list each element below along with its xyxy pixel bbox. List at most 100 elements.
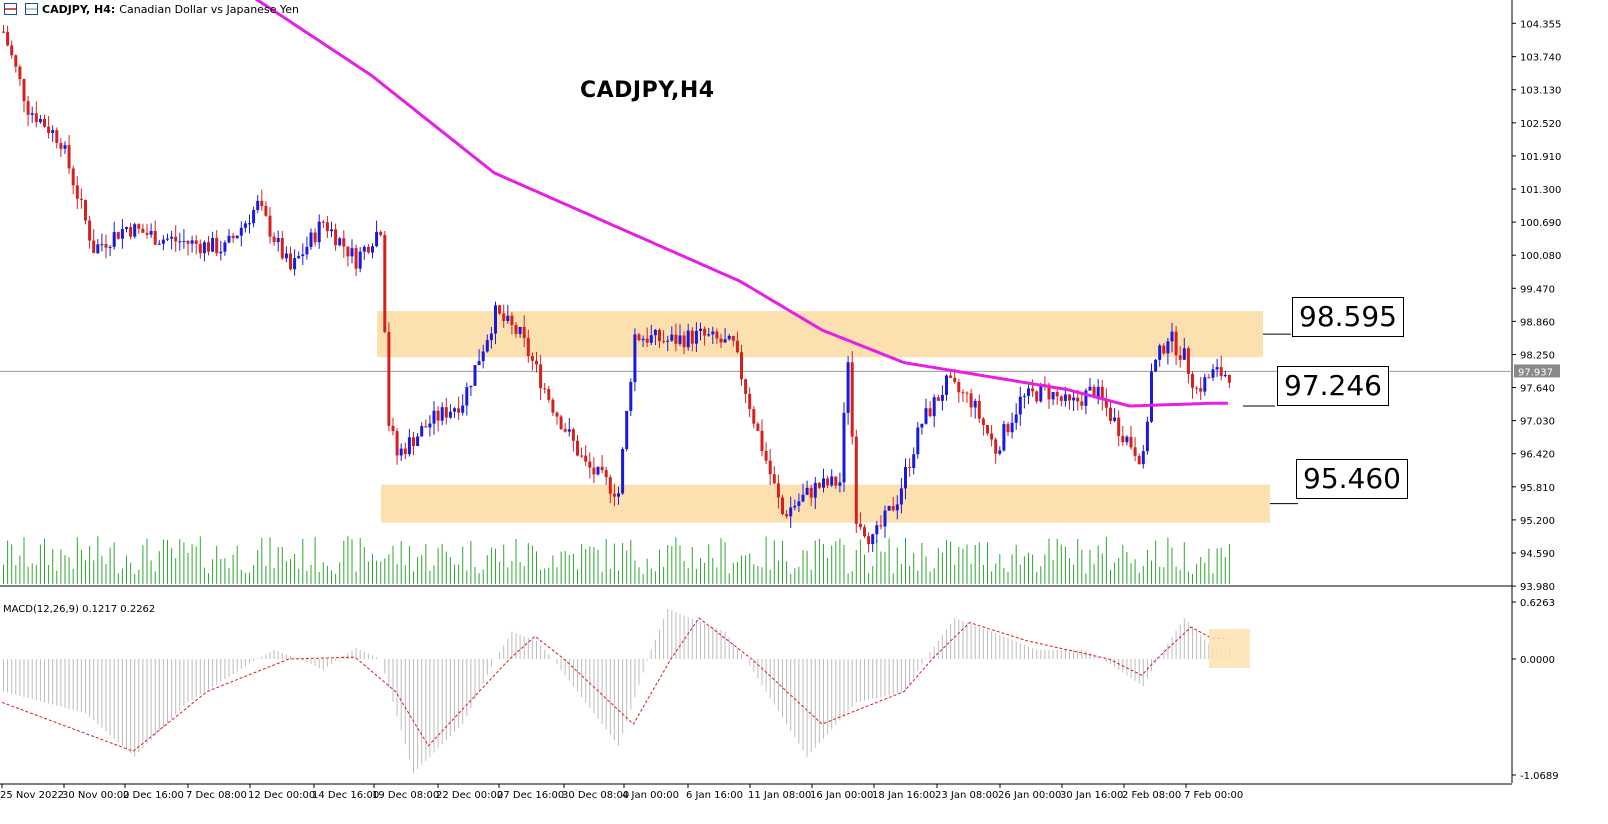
time-tick-label: 23 Jan 08:00 — [935, 790, 998, 801]
price-box-ma: 97.246 — [1277, 366, 1389, 406]
candle-body — [10, 45, 14, 56]
candle-body — [330, 229, 333, 232]
candle-body — [129, 227, 133, 237]
candle-body — [461, 405, 465, 413]
chart-frame — [0, 0, 1513, 785]
candle-body — [96, 244, 100, 254]
candle-body — [842, 412, 846, 483]
candle-body — [469, 385, 473, 388]
price-tick-label: 93.980 — [1520, 582, 1555, 593]
candle-body — [18, 66, 22, 80]
time-tick-label: 30 Nov 00:00 — [62, 790, 129, 801]
candle-body — [752, 409, 756, 424]
candle-body — [748, 393, 752, 410]
candle-body — [289, 253, 292, 270]
candle-body — [617, 493, 620, 497]
candle-body — [428, 423, 432, 428]
candle-body — [600, 466, 604, 471]
candle-body — [407, 437, 411, 455]
symbol-description: Canadian Dollar vs Japanese Yen — [119, 2, 299, 16]
candle-body — [863, 527, 866, 537]
candle-body — [100, 244, 104, 246]
candle-body — [789, 507, 793, 517]
candle-body — [526, 338, 530, 357]
candle-body — [346, 246, 350, 257]
candle-body — [1150, 371, 1153, 422]
candle-body — [1055, 392, 1059, 397]
candle-body — [608, 477, 612, 494]
time-tick-label: 16 Jan 00:00 — [810, 790, 873, 801]
candle-body — [887, 506, 891, 511]
candle-body — [838, 482, 842, 486]
candle-body — [354, 248, 358, 269]
candle-body — [1076, 397, 1080, 402]
candle-body — [92, 240, 96, 254]
candle-body — [945, 375, 948, 395]
candle-body — [858, 523, 862, 528]
candle-body — [522, 326, 526, 339]
candle-body — [1088, 386, 1092, 391]
price-tick-label: 95.810 — [1520, 483, 1555, 494]
time-tick-label: 22 Dec 00:00 — [436, 790, 503, 801]
candle-body — [477, 361, 481, 366]
candle-body — [904, 467, 907, 489]
candle-body — [694, 330, 698, 344]
candle-body — [391, 425, 395, 432]
candle-body — [875, 525, 879, 535]
candle-body — [649, 335, 653, 343]
candle-body — [1002, 424, 1006, 451]
window-icon[interactable] — [25, 3, 38, 15]
candle-body — [1141, 451, 1145, 465]
candle-body — [1174, 331, 1178, 356]
time-tick-label: 4 Jan 00:00 — [622, 790, 679, 801]
candle-body — [116, 232, 120, 239]
candle-body — [1031, 388, 1035, 392]
candle-body — [518, 326, 522, 334]
candle-body — [198, 243, 202, 254]
candle-body — [674, 334, 678, 344]
time-tick-label: 2 Feb 08:00 — [1122, 790, 1181, 801]
candle-body — [420, 426, 424, 437]
price-tick-label: 101.300 — [1520, 185, 1561, 196]
candle-body — [63, 145, 67, 149]
candle-body — [846, 362, 850, 413]
moving-average — [254, 0, 1228, 408]
candle-body — [924, 408, 928, 424]
candle-body — [1219, 367, 1223, 377]
price-tick-label: 101.910 — [1520, 152, 1561, 163]
candle-body — [112, 232, 116, 247]
candle-body — [1145, 421, 1149, 452]
candle-body — [1117, 417, 1121, 436]
candle-body — [629, 382, 633, 411]
candle-body — [871, 534, 875, 545]
candle-body — [563, 429, 567, 432]
chart-icon[interactable] — [4, 3, 17, 15]
price-tick-label: 94.590 — [1520, 549, 1555, 560]
candle-body — [47, 126, 51, 133]
candle-body — [1121, 435, 1125, 443]
candle-body — [621, 449, 625, 494]
candle-body — [936, 397, 940, 401]
current-price-label: 97.937 — [1518, 367, 1553, 378]
candle-body — [1047, 384, 1051, 400]
candle-body — [977, 400, 981, 419]
candle-body — [514, 324, 518, 334]
candle-body — [284, 253, 288, 259]
candle-body — [1203, 377, 1207, 392]
candle-body — [178, 241, 182, 243]
candle-body — [965, 392, 969, 394]
candle-body — [51, 130, 55, 133]
candle-body — [1072, 397, 1076, 401]
candle-body — [371, 246, 374, 253]
candle-body — [276, 237, 280, 243]
candle-body — [653, 329, 657, 336]
candle-body — [223, 242, 227, 252]
candle-body — [834, 476, 838, 486]
candle-body — [22, 79, 26, 102]
candle-body — [932, 397, 936, 417]
candle-body — [260, 200, 264, 207]
candle-body — [444, 407, 448, 418]
candle-body — [120, 228, 124, 239]
macd-tick-label: 0.6263 — [1520, 598, 1555, 609]
candle-body — [1092, 386, 1096, 398]
